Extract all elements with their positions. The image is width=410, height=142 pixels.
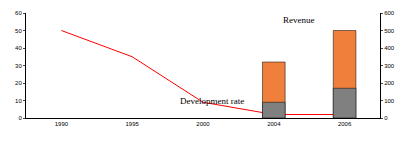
svg-text:60: 60 [15, 10, 22, 16]
svg-text:20: 20 [15, 80, 22, 86]
svg-text:2004: 2004 [267, 121, 281, 127]
svg-text:300: 300 [384, 63, 395, 69]
svg-text:400: 400 [384, 45, 395, 51]
svg-text:Development rate: Development rate [180, 96, 244, 106]
svg-text:30: 30 [15, 63, 22, 69]
svg-text:50: 50 [15, 28, 22, 34]
svg-text:600: 600 [384, 10, 395, 16]
svg-text:200: 200 [384, 80, 395, 86]
svg-text:40: 40 [15, 45, 22, 51]
svg-text:0: 0 [384, 115, 388, 121]
svg-text:1995: 1995 [126, 121, 140, 127]
svg-text:500: 500 [384, 28, 395, 34]
svg-text:Revenue: Revenue [283, 15, 315, 25]
svg-text:10: 10 [15, 98, 22, 104]
svg-text:1990: 1990 [55, 121, 69, 127]
svg-text:2006: 2006 [338, 121, 352, 127]
svg-text:0: 0 [18, 115, 22, 121]
svg-text:2000: 2000 [196, 121, 210, 127]
svg-text:100: 100 [384, 98, 395, 104]
